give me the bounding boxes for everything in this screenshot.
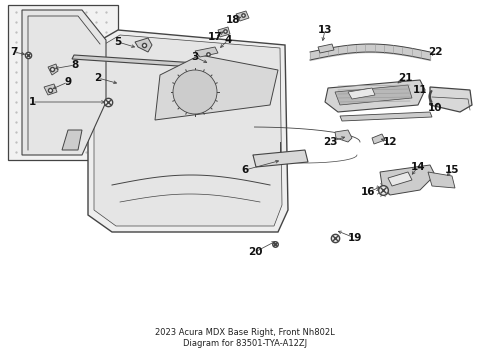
Text: 6: 6 [242, 165, 248, 175]
Text: 8: 8 [72, 60, 78, 70]
Text: 9: 9 [65, 77, 72, 87]
Text: 14: 14 [411, 162, 425, 172]
Text: 2023 Acura MDX Base Right, Front Nh802L
Diagram for 83501-TYA-A12ZJ: 2023 Acura MDX Base Right, Front Nh802L … [155, 328, 335, 348]
Text: 12: 12 [383, 137, 397, 147]
Polygon shape [380, 165, 435, 195]
Text: 3: 3 [192, 52, 198, 62]
Text: 13: 13 [318, 25, 332, 35]
Polygon shape [340, 112, 432, 121]
Text: 4: 4 [224, 35, 232, 45]
Text: 23: 23 [323, 137, 337, 147]
Text: 20: 20 [248, 247, 262, 257]
Circle shape [185, 82, 205, 102]
Polygon shape [388, 172, 412, 186]
Text: 11: 11 [413, 85, 427, 95]
Text: 16: 16 [361, 187, 375, 197]
Polygon shape [372, 134, 385, 144]
Polygon shape [253, 150, 308, 167]
Polygon shape [325, 80, 425, 112]
Polygon shape [318, 44, 334, 53]
Circle shape [179, 76, 211, 108]
Polygon shape [236, 11, 249, 21]
Text: 17: 17 [208, 32, 222, 42]
Polygon shape [335, 130, 352, 142]
Polygon shape [430, 87, 472, 112]
Polygon shape [62, 130, 82, 150]
Text: 7: 7 [10, 47, 18, 57]
Polygon shape [135, 38, 152, 52]
Text: 19: 19 [348, 233, 362, 243]
Polygon shape [88, 30, 288, 232]
Text: 15: 15 [445, 165, 459, 175]
Text: 18: 18 [226, 15, 240, 25]
Polygon shape [8, 5, 118, 160]
Polygon shape [94, 35, 282, 226]
Text: 21: 21 [398, 73, 412, 83]
Circle shape [173, 70, 217, 114]
Polygon shape [72, 55, 212, 68]
Polygon shape [428, 172, 455, 188]
Text: 2: 2 [95, 73, 101, 83]
Polygon shape [22, 10, 106, 155]
Text: 1: 1 [28, 97, 36, 107]
Polygon shape [218, 27, 230, 37]
Polygon shape [195, 47, 218, 57]
Polygon shape [155, 55, 278, 120]
Polygon shape [335, 85, 412, 105]
Polygon shape [348, 88, 375, 99]
Text: 22: 22 [428, 47, 442, 57]
Polygon shape [44, 84, 57, 95]
Polygon shape [48, 64, 58, 75]
Text: 10: 10 [428, 103, 442, 113]
Text: 5: 5 [114, 37, 122, 47]
